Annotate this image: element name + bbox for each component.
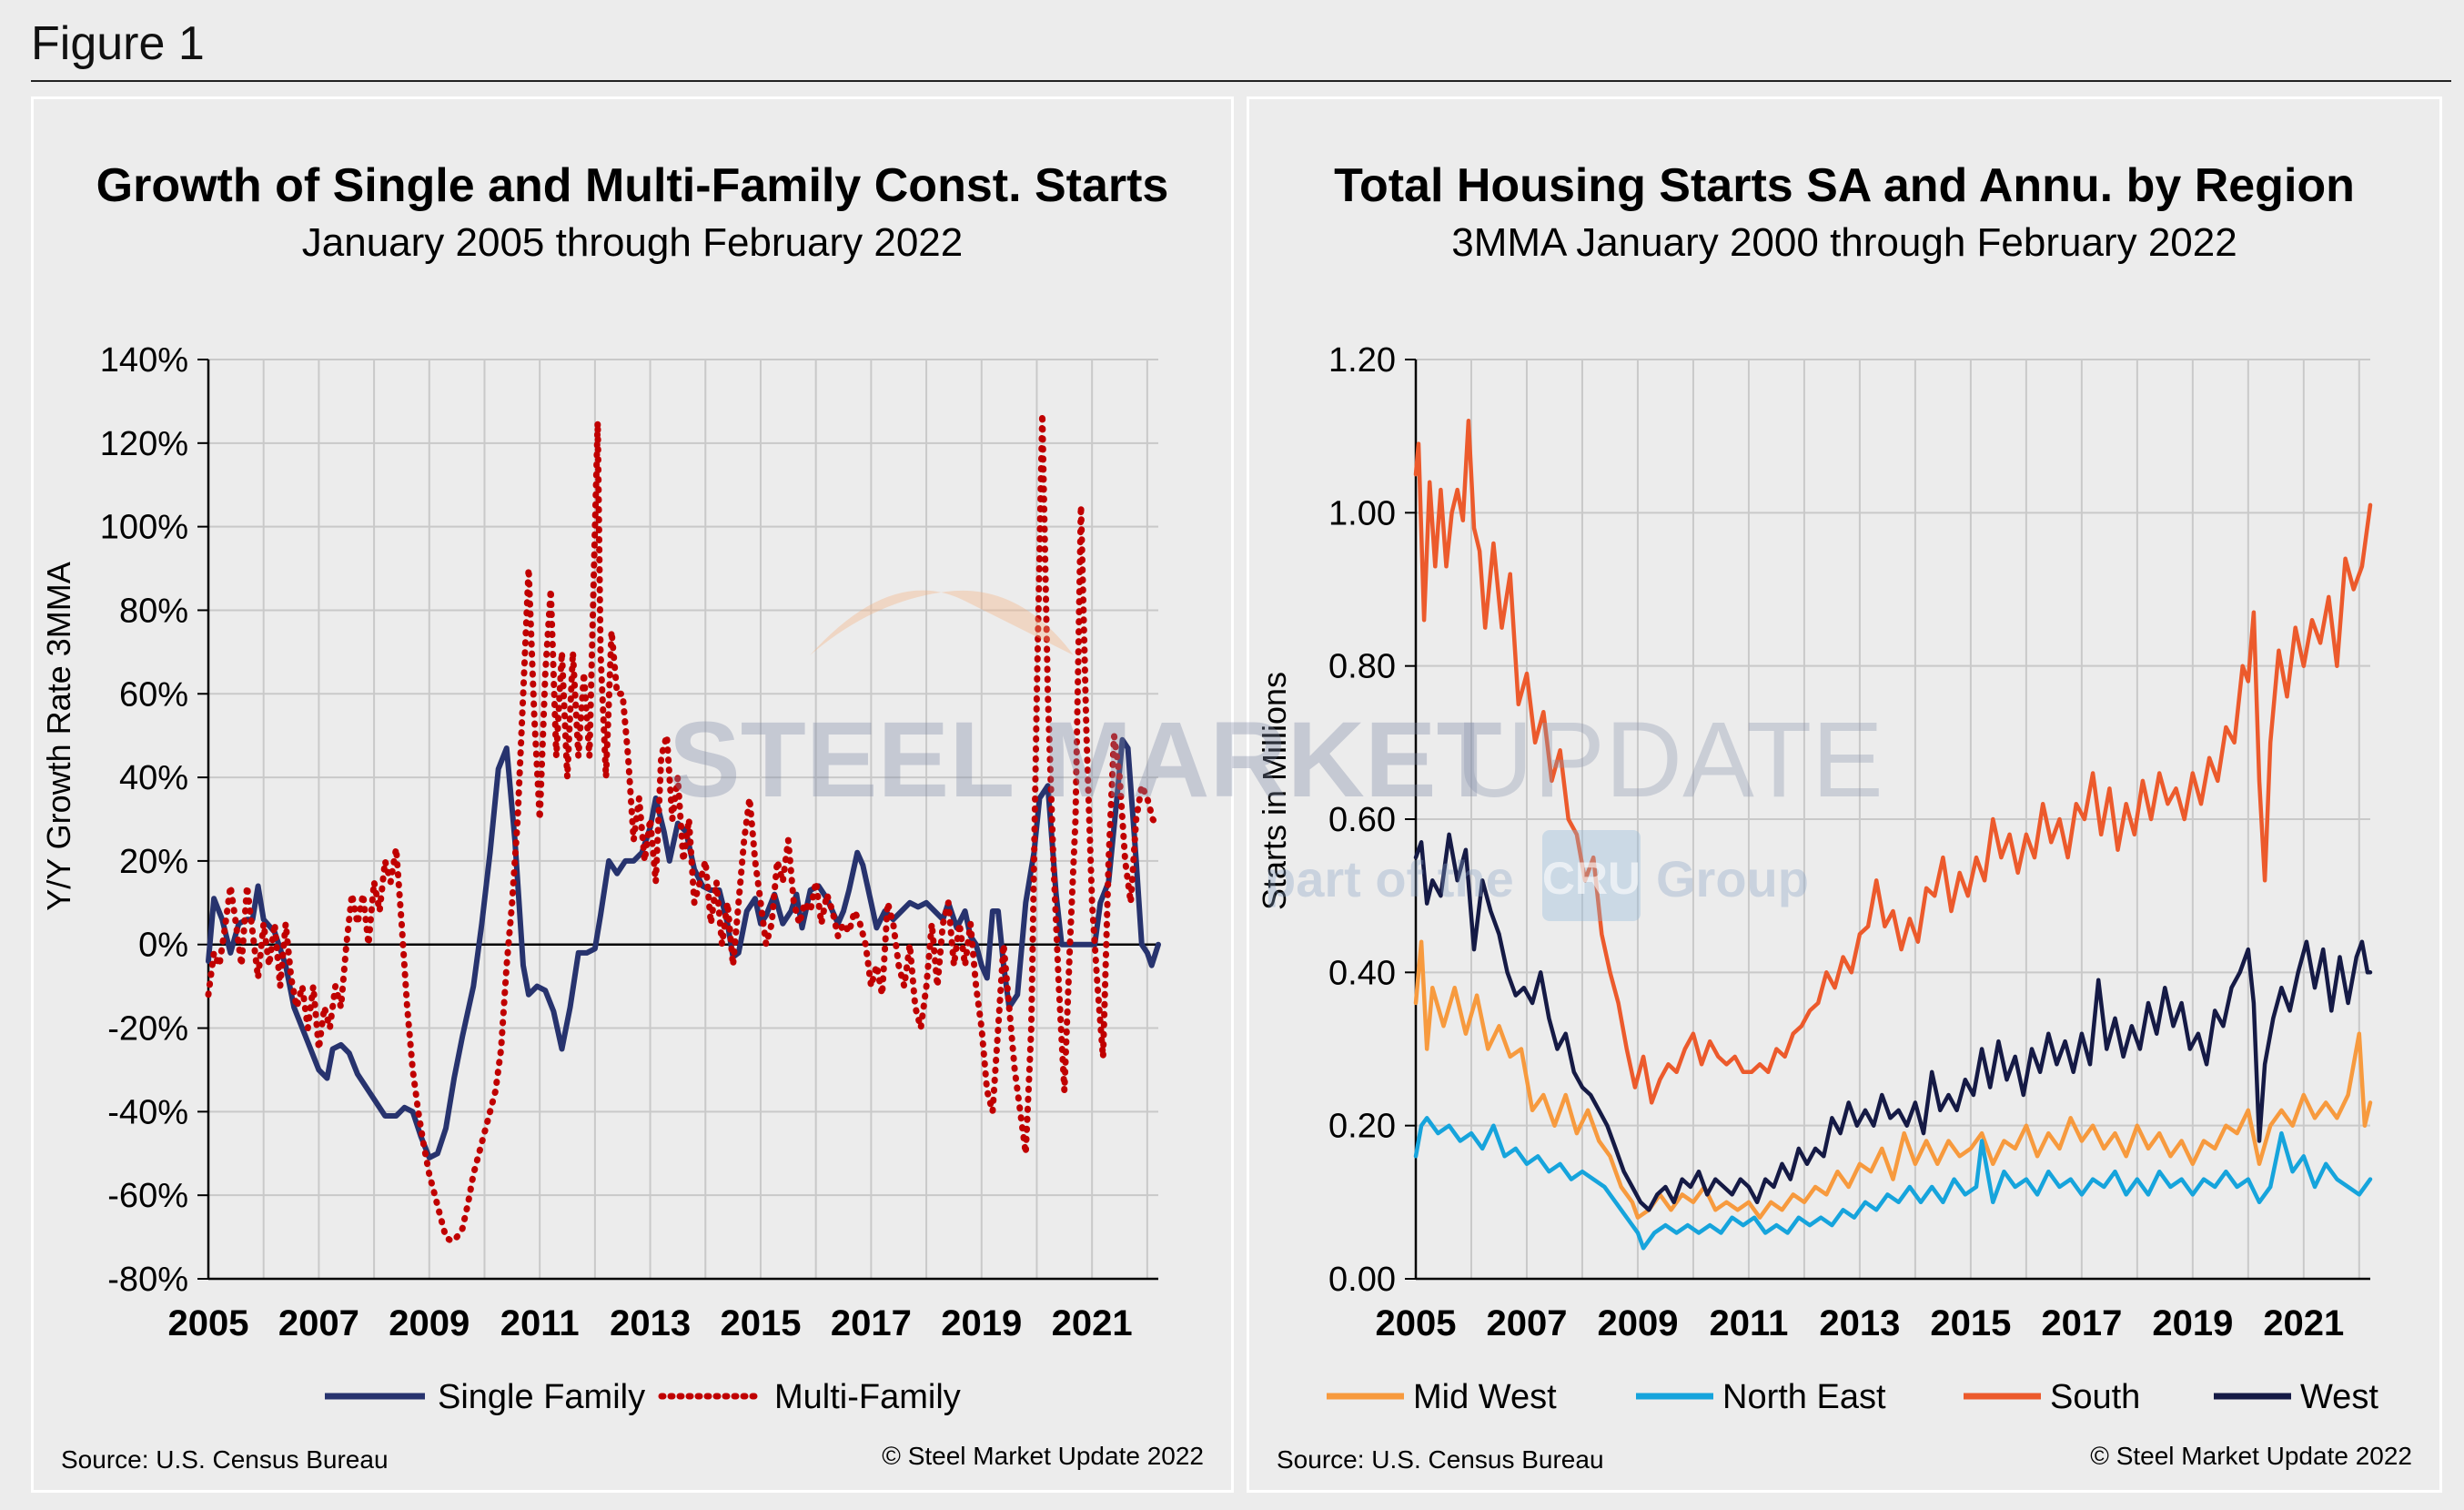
legend: Mid West North East South West: [1327, 1378, 2378, 1416]
y-tick-label: 0.00: [1328, 1261, 1396, 1299]
x-tick-label: 2019: [2152, 1303, 2233, 1343]
legend-label-south: South: [2050, 1378, 2140, 1416]
source-note: Source: U.S. Census Bureau: [1277, 1445, 1604, 1474]
x-tick-label: 2013: [1819, 1303, 1900, 1343]
x-tick-label: 2017: [2041, 1303, 2122, 1343]
y-tick-label: -20%: [107, 1010, 188, 1049]
legend-label-west: West: [2300, 1378, 2378, 1416]
chart-growth: Growth of Single and Multi-Family Const.…: [40, 159, 1204, 1474]
series-line-west: [1413, 832, 2373, 1212]
x-tick-label: 2009: [1597, 1303, 1678, 1343]
copyright-note: © Steel Market Update 2022: [2090, 1442, 2412, 1470]
y-tick-label: 0.80: [1328, 648, 1396, 686]
y-tick-label: 60%: [119, 675, 188, 714]
series-line-multi-family: [205, 410, 1162, 1245]
y-tick-labels: -80% -60% -40% -20% 0% 20% 40% 60% 80% 100% 120% 14…: [100, 341, 188, 1299]
series-line-south: [1413, 419, 2373, 1105]
chart-regions: Total Housing Starts SA and Annu. by Reg…: [1256, 159, 2412, 1474]
chart-subtitle: 3MMA January 2000 through February 2022: [1451, 220, 2237, 265]
x-tick-labels: 2005 2007 2009 2011 2013 2015 2017 2019 2021: [168, 1303, 1133, 1343]
series-lines: [1413, 419, 2373, 1251]
y-tick-label: 1.20: [1328, 341, 1396, 380]
series-lines: [205, 410, 1162, 1245]
grid: [1415, 359, 2370, 1280]
x-tick-label: 2007: [278, 1303, 359, 1343]
x-tick-labels: 2005 2007 2009 2011 2013 2015 2017 2019 2021: [1376, 1303, 2345, 1343]
y-tick-label: 0.20: [1328, 1108, 1396, 1146]
y-tick-label: 0.40: [1328, 954, 1396, 992]
source-note: Source: U.S. Census Bureau: [61, 1445, 389, 1474]
x-tick-label: 2009: [389, 1303, 470, 1343]
axes: [197, 359, 1158, 1281]
y-tick-labels: 0.00 0.20 0.40 0.60 0.80 1.00 1.20: [1328, 341, 1396, 1299]
y-axis-label: Starts in Millions: [1256, 672, 1293, 910]
y-tick-label: 0%: [138, 927, 188, 965]
x-tick-label: 2017: [831, 1303, 912, 1343]
y-tick-label: 40%: [119, 759, 188, 797]
grid: [207, 359, 1158, 1280]
figure-title: Figure 1: [31, 17, 205, 70]
chart-title: Total Housing Starts SA and Annu. by Reg…: [1334, 159, 2355, 212]
y-tick-label: -80%: [107, 1261, 188, 1299]
y-tick-label: 100%: [100, 509, 188, 547]
x-tick-label: 2013: [610, 1303, 691, 1343]
legend-label-single-family: Single Family: [438, 1378, 645, 1416]
y-tick-label: -40%: [107, 1093, 188, 1131]
legend-label-mid-west: Mid West: [1413, 1378, 1557, 1416]
y-tick-label: -60%: [107, 1177, 188, 1215]
y-tick-label: 20%: [119, 843, 188, 881]
y-axis-label: Y/Y Growth Rate 3MMA: [40, 562, 77, 910]
axes: [1405, 359, 2370, 1281]
y-tick-label: 120%: [100, 425, 188, 463]
x-tick-label: 2011: [500, 1303, 580, 1343]
x-tick-label: 2007: [1486, 1303, 1567, 1343]
x-tick-label: 2015: [720, 1303, 801, 1343]
series-line-north-east: [1413, 1116, 2373, 1251]
legend-label-north-east: North East: [1722, 1378, 1886, 1416]
title-rule: [31, 80, 2451, 82]
chart-title: Growth of Single and Multi-Family Const.…: [96, 159, 1169, 212]
chart-panel-regions: Total Housing Starts SA and Annu. by Reg…: [1247, 96, 2442, 1493]
x-tick-label: 2015: [1930, 1303, 2011, 1343]
legend: Single Family Multi-Family: [325, 1378, 961, 1416]
chart-subtitle: January 2005 through February 2022: [302, 220, 964, 265]
x-tick-label: 2005: [168, 1303, 249, 1343]
chart-panel-growth: Growth of Single and Multi-Family Const.…: [31, 96, 1234, 1493]
y-tick-label: 140%: [100, 341, 188, 380]
x-tick-label: 2021: [2263, 1303, 2344, 1343]
legend-label-multi-family: Multi-Family: [774, 1378, 961, 1416]
copyright-note: © Steel Market Update 2022: [882, 1442, 1204, 1470]
x-tick-label: 2021: [1052, 1303, 1133, 1343]
x-tick-label: 2011: [1710, 1303, 1789, 1343]
x-tick-label: 2019: [941, 1303, 1022, 1343]
y-tick-label: 0.60: [1328, 801, 1396, 839]
series-line-mid-west: [1413, 939, 2373, 1220]
series-line-single-family: [206, 736, 1161, 1160]
y-tick-label: 80%: [119, 592, 188, 630]
x-tick-label: 2005: [1376, 1303, 1457, 1343]
y-tick-label: 1.00: [1328, 494, 1396, 532]
